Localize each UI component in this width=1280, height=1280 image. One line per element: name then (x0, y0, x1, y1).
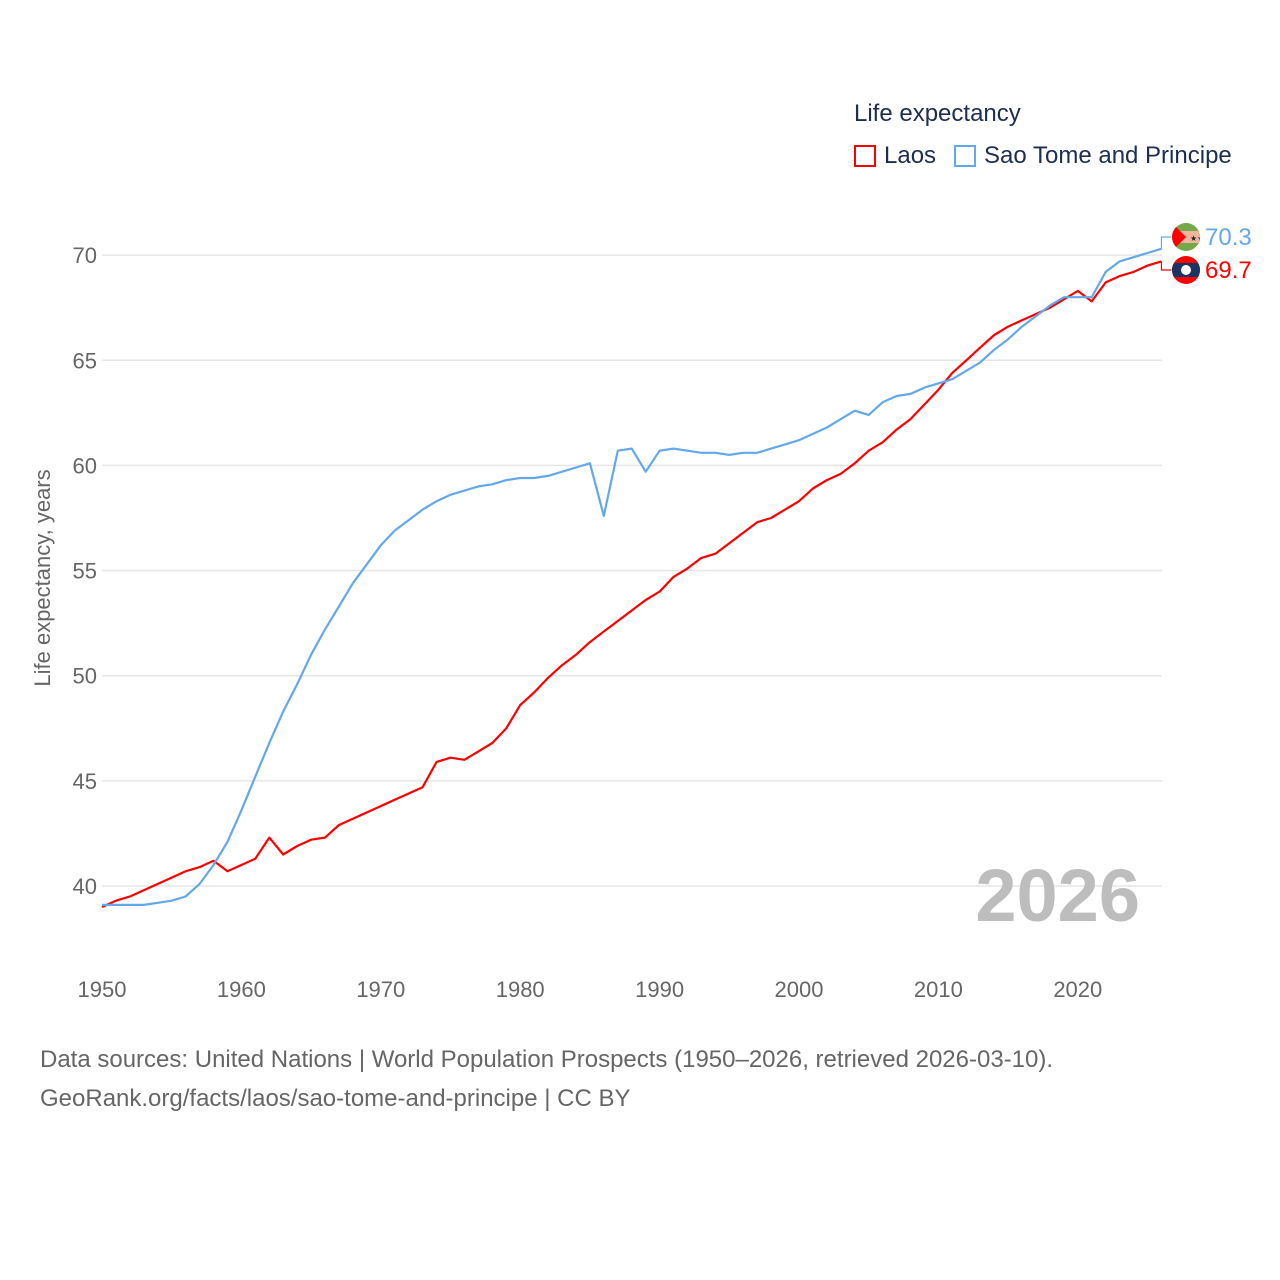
svg-text:★★: ★★ (1190, 234, 1204, 243)
source-line-2[interactable]: GeoRank.org/facts/laos/sao-tome-and-prin… (40, 1085, 631, 1112)
legend-item-laos[interactable]: Laos (854, 142, 936, 170)
year-label: 2026 (975, 854, 1140, 937)
end-connector (1160, 261, 1172, 271)
y-tick-label: 55 (73, 559, 97, 584)
legend-swatch-sao-tome (954, 145, 977, 167)
legend: Laos Sao Tome and Principe (854, 142, 1250, 170)
flag-sao-tome-icon: ★★ (1172, 223, 1204, 251)
y-tick-label: 45 (73, 769, 97, 794)
x-tick-label: 1950 (78, 977, 127, 1002)
y-tick-label: 40 (73, 874, 97, 899)
x-tick-label: 1960 (217, 977, 266, 1002)
legend-title: Life expectancy (854, 100, 1021, 127)
x-tick-label: 2020 (1053, 977, 1102, 1002)
end-value-label: 70.3 (1205, 224, 1252, 251)
flag-laos-icon (1172, 256, 1200, 284)
legend-item-sao-tome[interactable]: Sao Tome and Principe (954, 142, 1232, 170)
end-connector (1160, 236, 1172, 249)
legend-swatch-laos (854, 145, 876, 167)
x-tick-label: 1970 (356, 977, 405, 1002)
y-tick-label: 65 (73, 348, 97, 373)
y-axis-title: Life expectancy, years (30, 469, 55, 686)
x-tick-label: 1980 (496, 977, 545, 1002)
x-tick-label: 2000 (775, 977, 824, 1002)
series-line-sao-tome (102, 247, 1162, 907)
end-value-label: 69.7 (1205, 257, 1252, 284)
series-line-laos (101, 260, 1162, 909)
y-tick-label: 60 (73, 453, 97, 478)
y-tick-label: 50 (73, 664, 97, 689)
legend-label-sao-tome: Sao Tome and Principe (984, 142, 1232, 169)
source-line-1: Data sources: United Nations | World Pop… (40, 1046, 1054, 1073)
x-tick-label: 2010 (914, 977, 963, 1002)
y-tick-label: 70 (73, 243, 97, 268)
legend-label-laos: Laos (884, 142, 937, 169)
x-tick-label: 1990 (635, 977, 684, 1002)
